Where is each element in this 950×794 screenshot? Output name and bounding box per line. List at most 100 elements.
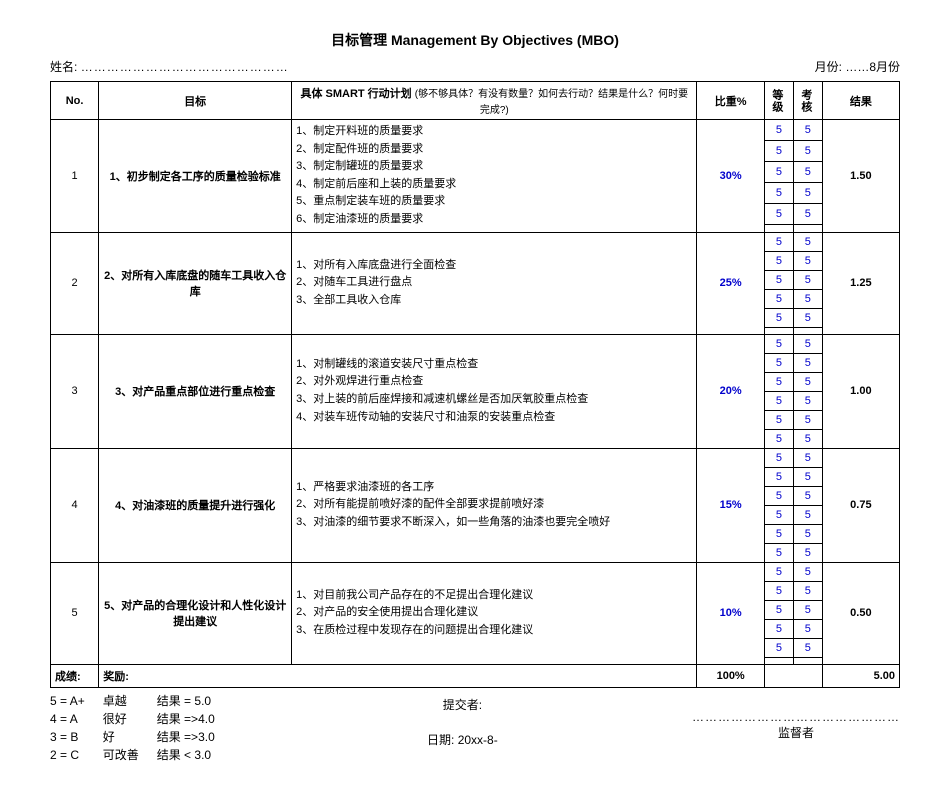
cell-score: 5 (793, 562, 822, 581)
cell-no: 5 (51, 562, 99, 664)
header-row: 姓名: ………………………………………… 月份: ……8月份 (50, 58, 900, 75)
cell-grade: 5 (764, 448, 793, 467)
cell-score: 5 (793, 289, 822, 308)
cell-objective: 3、对产品重点部位进行重点检查 (99, 334, 292, 448)
cell-grade: 5 (764, 251, 793, 270)
legend-desc: 很好 (103, 710, 139, 728)
cell-grade: 5 (764, 638, 793, 657)
cell-grade: 5 (764, 600, 793, 619)
cell-grade: 5 (764, 353, 793, 372)
legend-rule: 结果 = 5.0 (157, 692, 215, 710)
cell-grade: 5 (764, 372, 793, 391)
cell-score: 5 (793, 524, 822, 543)
cell-objective: 2、对所有入库底盘的随车工具收入仓库 (99, 232, 292, 334)
cell-grade: 5 (764, 308, 793, 327)
legend-rule: 结果 < 3.0 (157, 746, 215, 764)
legend-code: 3 = B (50, 728, 85, 746)
legend-desc: 卓越 (103, 692, 139, 710)
th-weight: 比重% (697, 82, 765, 120)
total-result: 5.00 (822, 664, 899, 687)
cell-score (793, 327, 822, 334)
cell-score: 5 (793, 467, 822, 486)
legend-code: 5 = A+ (50, 692, 85, 710)
legend-rule: 结果 =>3.0 (157, 728, 215, 746)
mbo-table: No. 目标 具体 SMART 行动计划 (够不够具体？有没有数量？如何去行动？… (50, 81, 900, 688)
cell-score: 5 (793, 543, 822, 562)
month-label: 月份: (815, 60, 842, 74)
cell-grade: 5 (764, 203, 793, 224)
cell-plan: 1、对目前我公司产品存在的不足提出合理化建议2、对产品的安全使用提出合理化建议3… (292, 562, 697, 664)
legend-rule: 结果 =>4.0 (157, 710, 215, 728)
name-dots: ………………………………………… (81, 60, 289, 74)
cell-score: 5 (793, 308, 822, 327)
cell-grade (764, 327, 793, 334)
cell-score: 5 (793, 232, 822, 251)
table-row: 44、对油漆班的质量提升进行强化1、严格要求油漆班的各工序2、对所有能提前喷好漆… (51, 448, 900, 467)
cell-grade: 5 (764, 505, 793, 524)
cell-weight: 20% (697, 334, 765, 448)
legend-code: 2 = C (50, 746, 85, 764)
cell-weight: 30% (697, 120, 765, 233)
cell-score: 5 (793, 120, 822, 141)
legend-desc: 好 (103, 728, 139, 746)
cell-grade: 5 (764, 581, 793, 600)
th-plan: 具体 SMART 行动计划 (够不够具体？有没有数量？如何去行动？结果是什么？何… (292, 82, 697, 120)
legend: 5 = A+4 = A3 = B2 = C 卓越很好好可改善 结果 = 5.0结… (50, 692, 233, 764)
cell-grade: 5 (764, 120, 793, 141)
cell-grade (764, 224, 793, 232)
supervisor-dots: ………………………………………… (692, 710, 900, 724)
th-no: No. (51, 82, 99, 120)
month-value: ……8月份 (845, 60, 900, 74)
cell-grade: 5 (764, 334, 793, 353)
cell-score: 5 (793, 353, 822, 372)
cell-no: 2 (51, 232, 99, 334)
submit-label: 提交者: (233, 696, 692, 713)
cell-grade: 5 (764, 270, 793, 289)
legend-desc: 可改善 (103, 746, 139, 764)
cell-score: 5 (793, 410, 822, 429)
cell-score: 5 (793, 619, 822, 638)
date-label: 日期: 20xx-8- (233, 731, 692, 748)
th-plan-main: 具体 SMART 行动计划 (300, 88, 411, 100)
supervisor-label: 监督者 (692, 724, 900, 741)
th-objective: 目标 (99, 82, 292, 120)
cell-objective: 1、初步制定各工序的质量检验标准 (99, 120, 292, 233)
cell-score: 5 (793, 581, 822, 600)
cell-plan: 1、严格要求油漆班的各工序2、对所有能提前喷好漆的配件全部要求提前喷好漆3、对油… (292, 448, 697, 562)
cell-score: 5 (793, 372, 822, 391)
cell-result: 1.50 (822, 120, 899, 233)
cell-score (793, 657, 822, 664)
table-row: 11、初步制定各工序的质量检验标准1、制定开料班的质量要求2、制定配件班的质量要… (51, 120, 900, 141)
cell-score: 5 (793, 600, 822, 619)
total-reward-label: 奖励: (99, 664, 697, 687)
cell-result: 0.75 (822, 448, 899, 562)
cell-grade: 5 (764, 619, 793, 638)
total-grade-label: 成绩: (51, 664, 99, 687)
table-row: 55、对产品的合理化设计和人性化设计提出建议1、对目前我公司产品存在的不足提出合… (51, 562, 900, 581)
cell-grade: 5 (764, 524, 793, 543)
cell-score: 5 (793, 161, 822, 182)
cell-grade: 5 (764, 429, 793, 448)
cell-no: 4 (51, 448, 99, 562)
cell-score: 5 (793, 270, 822, 289)
cell-grade: 5 (764, 232, 793, 251)
cell-score: 5 (793, 448, 822, 467)
cell-grade: 5 (764, 562, 793, 581)
cell-score: 5 (793, 505, 822, 524)
legend-code: 4 = A (50, 710, 85, 728)
cell-objective: 4、对油漆班的质量提升进行强化 (99, 448, 292, 562)
cell-grade: 5 (764, 467, 793, 486)
supervisor-block: ………………………………………… 监督者 (692, 688, 900, 764)
cell-score: 5 (793, 486, 822, 505)
total-row: 成绩: 奖励: 100% 5.00 (51, 664, 900, 687)
cell-score: 5 (793, 251, 822, 270)
cell-grade: 5 (764, 182, 793, 203)
cell-score: 5 (793, 638, 822, 657)
cell-grade: 5 (764, 543, 793, 562)
cell-grade: 5 (764, 391, 793, 410)
name-label: 姓名: (50, 60, 77, 74)
total-weight: 100% (697, 664, 765, 687)
cell-result: 1.25 (822, 232, 899, 334)
cell-score: 5 (793, 203, 822, 224)
th-grade: 等级 (764, 82, 793, 120)
